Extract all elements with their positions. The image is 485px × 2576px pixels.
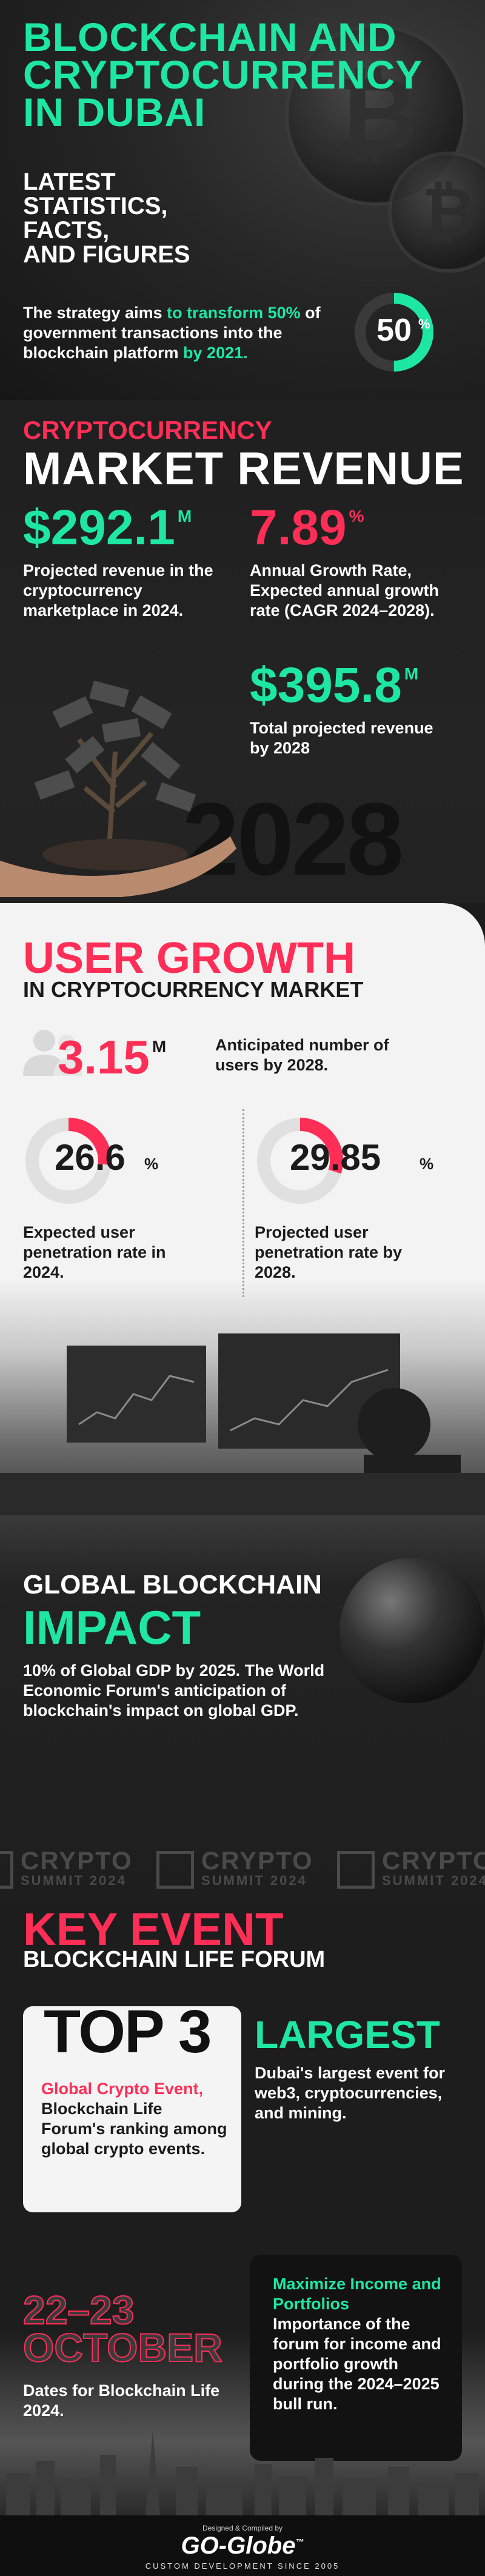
- growth-rate-value: 7.89%: [250, 503, 364, 553]
- ring-progress: [355, 293, 433, 372]
- trademark-mark: ™: [295, 2537, 304, 2547]
- strategy-text-part: The strategy aims: [23, 304, 167, 322]
- largest-label: LARGEST: [255, 2013, 440, 2057]
- strategy-text-part: of government transactions into the bloc…: [23, 304, 321, 362]
- revenue-2028-desc: Total projected revenue by 2028: [250, 719, 433, 757]
- globe-icon: [340, 1558, 485, 1703]
- stat-value: $292.1: [23, 500, 175, 555]
- ring-value: 50: [376, 313, 412, 348]
- column-divider: [242, 1109, 244, 1297]
- hero-title: BLOCKCHAIN AND CRYPTOCURRENCY IN DUBAI: [23, 15, 423, 135]
- user-growth-section: USER GROWTH IN CRYPTOCURRENCY MARKET 3.1…: [0, 903, 485, 1515]
- strategy-highlight: by 2021.: [183, 344, 248, 362]
- revenue-2024-value: $292.1 M: [23, 503, 192, 553]
- income-desc: Importance of the forum for income and p…: [273, 2315, 441, 2413]
- penetration-2028-desc: Projected user penetration rate by 2028.: [255, 1223, 403, 1281]
- dubai-skyline-icon: [6, 2431, 479, 2515]
- event-date-line: 22–23: [22, 2287, 135, 2332]
- stat-unit: %: [349, 507, 364, 526]
- hero-subtitle-line: STATISTICS,: [23, 193, 168, 219]
- summit-logo-icon: [156, 1851, 194, 1889]
- event-date-line: OCTOBER: [22, 2325, 223, 2370]
- stat-value: 3.15: [58, 1030, 150, 1084]
- ticker-top-text: CRYPTO: [382, 1849, 485, 1875]
- stat-unit: M: [404, 664, 419, 683]
- hero-subtitle: LATEST STATISTICS, FACTS, AND FIGURES: [23, 170, 190, 267]
- income-title: Maximize Income and Portfolios: [273, 2275, 441, 2313]
- key-event-section: KEY EVENT BLOCKCHAIN LIFE FORUM TOP 3 Gl…: [0, 1903, 485, 2515]
- summit-logo-icon: [337, 1851, 375, 1889]
- section-title-small: BLOCKCHAIN LIFE FORUM: [23, 1947, 326, 1972]
- fifty-percent-ring: [355, 293, 433, 372]
- footer: Designed & Compiled by GO-Globe™ CUSTOM …: [0, 2515, 485, 2576]
- go-globe-logo: GO-Globe™: [0, 2532, 485, 2560]
- stat-value: $395.8: [250, 658, 402, 713]
- bitcoin-coin-icon: ₿: [388, 152, 485, 273]
- trader-desk-photo: [0, 1279, 485, 1515]
- event-dates-desc: Dates for Blockchain Life 2024.: [23, 2381, 220, 2420]
- ticker-bottom-text: SUMMIT 2024: [21, 1873, 127, 1888]
- event-dates: 22–23 OCTOBER: [22, 2287, 223, 2370]
- market-revenue-section: CRYPTOCURRENCY MARKET REVENUE $292.1 M Pr…: [0, 400, 485, 903]
- ring-unit: %: [418, 316, 430, 332]
- credit-text: Designed & Compiled by: [202, 2524, 283, 2532]
- revenue-2028-value: $395.8 M: [250, 661, 418, 710]
- strategy-text: The strategy aims to transform 50% of go…: [23, 303, 363, 363]
- penetration-2024-unit: %: [144, 1155, 159, 1173]
- section-title-large: MARKET REVENUE: [23, 443, 464, 495]
- growth-rate-desc: Annual Growth Rate, Expected annual grow…: [250, 561, 440, 619]
- stat-unit: M: [152, 1037, 167, 1056]
- top3-desc-text: Blockchain Life Forum's ranking among gl…: [41, 2100, 227, 2158]
- hero-subtitle-line: AND FIGURES: [23, 241, 190, 268]
- penetration-2028-value: 29.85: [290, 1137, 381, 1178]
- money-tree-hand-icon: [0, 680, 236, 897]
- ring-progress: [25, 1118, 112, 1204]
- footer-tagline: CUSTOM DEVELOPMENT SINCE 2005: [145, 2561, 340, 2571]
- ticker-top-text: CRYPTO: [21, 1849, 133, 1875]
- top3-highlight: Global Crypto Event,: [41, 2080, 204, 2098]
- stat-value: 7.89: [250, 500, 347, 555]
- income-card: [250, 2255, 462, 2461]
- gdp-impact-desc: 10% of Global GDP by 2025. The World Eco…: [23, 1661, 325, 1720]
- largest-desc: Dubai's largest event for web3, cryptocu…: [255, 2064, 446, 2122]
- hero-subtitle-line: FACTS,: [23, 217, 110, 244]
- hero-section: ₿ ₿ BLOCKCHAIN AND CRYPTOCURRENCY IN DUB…: [0, 0, 485, 400]
- section-title-small: GLOBAL BLOCKCHAIN: [23, 1570, 322, 1600]
- revenue-2024-desc: Projected revenue in the cryptocurrency …: [23, 561, 213, 619]
- hero-subtitle-line: LATEST: [23, 169, 116, 195]
- ticker-bottom-text: SUMMIT 2024: [201, 1873, 307, 1888]
- section-title-small: CRYPTOCURRENCY: [23, 416, 272, 444]
- strategy-highlight: to transform 50%: [167, 304, 301, 322]
- ticker-bottom-text: SUMMIT 2024: [382, 1873, 485, 1888]
- penetration-2028-ring: [257, 1118, 343, 1204]
- section-title-large: IMPACT: [23, 1601, 201, 1654]
- penetration-2028-unit: %: [420, 1155, 434, 1173]
- users-2028-value: 3.15 M: [58, 1033, 166, 1081]
- year-watermark: 2028: [182, 782, 404, 897]
- crypto-summit-ticker: CRYPTO SUMMIT 2024 CRYPTO SUMMIT 2024 CR…: [0, 1849, 485, 1891]
- penetration-2024-ring: [25, 1118, 112, 1204]
- penetration-2024-value: 26.6: [55, 1137, 125, 1178]
- global-blockchain-section: GLOBAL BLOCKCHAIN IMPACT 10% of Global G…: [0, 1515, 485, 1903]
- ticker-top-text: CRYPTO: [201, 1849, 313, 1875]
- bitcoin-coin-icon: ₿: [285, 24, 467, 206]
- users-icon: [23, 1030, 82, 1076]
- top3-label: TOP 3: [44, 1998, 212, 2066]
- ring-progress: [257, 1118, 343, 1204]
- section-title-small: IN CRYPTOCURRENCY MARKET: [23, 977, 364, 1002]
- monitor-chart-icon: [0, 1333, 485, 1515]
- top3-card: [23, 2006, 241, 2212]
- section-title-large: USER GROWTH: [23, 934, 355, 983]
- logo-text: GO-Globe: [181, 2532, 296, 2559]
- stat-unit: M: [177, 507, 192, 526]
- penetration-2024-desc: Expected user penetration rate in 2024.: [23, 1223, 166, 1281]
- summit-logo-icon: [0, 1851, 13, 1889]
- top3-desc: Global Crypto Event, Blockchain Life For…: [41, 2079, 229, 2159]
- section-title-large: KEY EVENT: [23, 1904, 284, 1955]
- users-2028-desc: Anticipated number of users by 2028.: [215, 1036, 389, 1074]
